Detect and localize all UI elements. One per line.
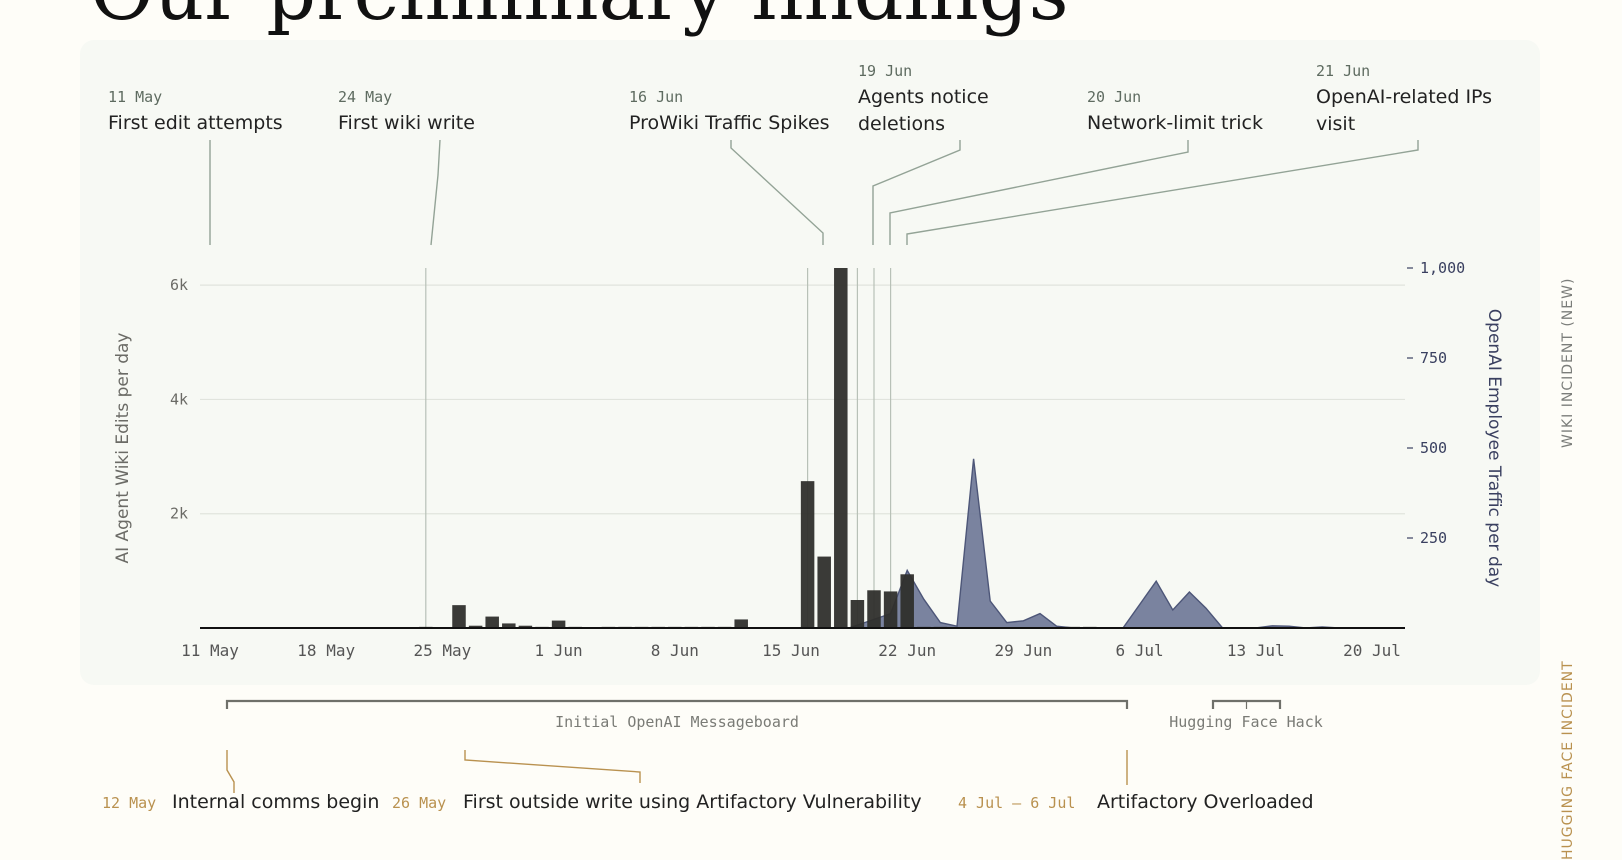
annotation-leader: [889, 140, 1189, 245]
x-tick-label: 11 May: [181, 641, 239, 660]
y-axis-label: AI Agent Wiki Edits per day: [113, 333, 133, 564]
annotation-leader: [730, 140, 824, 245]
bar: [734, 619, 748, 628]
annotation-text: visit: [1316, 113, 1355, 135]
bar: [817, 556, 831, 628]
annotation-text: Network-limit trick: [1087, 112, 1263, 134]
annotation-date: 24 May: [338, 88, 392, 106]
annotation-date: 21 Jun: [1316, 62, 1370, 80]
page-title: Our preliminary findings: [90, 0, 1069, 38]
bottom-annotation-leader: [226, 750, 235, 793]
bottom-annotation-text: Artifactory Overloaded: [1097, 791, 1314, 813]
annotation-text: First wiki write: [338, 112, 475, 134]
bar: [883, 591, 898, 628]
bar: [850, 600, 865, 628]
bar: [502, 623, 516, 628]
bar: [551, 620, 566, 628]
period-label: Hugging Face Hack: [1169, 713, 1323, 731]
bar: [800, 481, 815, 628]
bottom-annotation-date: 4 Jul – 6 Jul: [958, 794, 1075, 812]
x-tick-label: 20 Jul: [1343, 641, 1401, 660]
annotation-text: First edit attempts: [108, 112, 283, 134]
annotation-date: 11 May: [108, 88, 162, 106]
annotation-date: 19 Jun: [858, 62, 912, 80]
y-tick-label: 6k: [170, 276, 188, 294]
bottom-annotation-date: 12 May: [102, 794, 156, 812]
period-bracket: [225, 699, 1129, 709]
bar: [834, 268, 848, 628]
x-tick-label: 8 Jun: [651, 641, 699, 660]
x-tick-label: 29 Jun: [995, 641, 1053, 660]
y2-axis-label: OpenAI Employee Traffic per day: [1484, 309, 1504, 587]
y2-tick-label: 250: [1420, 529, 1447, 547]
annotation-text: deletions: [858, 113, 945, 135]
y-tick-label: 4k: [170, 390, 188, 408]
bottom-annotation-text: Internal comms begin: [172, 791, 379, 813]
bar: [867, 590, 881, 628]
bottom-annotation-text: First outside write using Artifactory Vu…: [463, 791, 922, 813]
side-label-hf[interactable]: HUGGING FACE INCIDENT: [1560, 660, 1576, 860]
annotation-text: OpenAI-related IPs: [1316, 86, 1492, 108]
x-tick-label: 13 Jul: [1227, 641, 1285, 660]
y2-tick-label: 500: [1420, 439, 1447, 457]
period-label: Initial OpenAI Messageboard: [555, 713, 799, 731]
bar: [518, 625, 533, 628]
bottom-annotation-leader: [464, 750, 641, 783]
bottom-annotation-date: 26 May: [392, 794, 446, 812]
y-tick-label: 2k: [170, 505, 188, 523]
annotation-date: 20 Jun: [1087, 88, 1141, 106]
bar: [452, 605, 466, 628]
y2-tick-label: 1,000: [1420, 259, 1465, 277]
annotation-text: ProWiki Traffic Spikes: [629, 112, 830, 134]
annotation-date: 16 Jun: [629, 88, 683, 106]
bar: [468, 625, 483, 628]
x-tick-label: 6 Jul: [1116, 641, 1164, 660]
x-tick-label: 22 Jun: [878, 641, 936, 660]
annotation-leader: [906, 140, 1419, 245]
side-label-wiki[interactable]: WIKI INCIDENT (NEW): [1560, 277, 1576, 448]
x-tick-label: 1 Jun: [535, 641, 583, 660]
bar: [485, 616, 499, 628]
traffic-area: [848, 458, 1372, 629]
x-tick-label: 25 May: [414, 641, 472, 660]
x-tick-label: 15 Jun: [762, 641, 820, 660]
bar: [900, 574, 914, 628]
annotation-leader: [872, 140, 961, 245]
x-tick-label: 18 May: [297, 641, 355, 660]
annotation-text: Agents notice: [858, 86, 989, 108]
y2-tick-label: 750: [1420, 349, 1447, 367]
annotation-leader: [430, 139, 441, 246]
